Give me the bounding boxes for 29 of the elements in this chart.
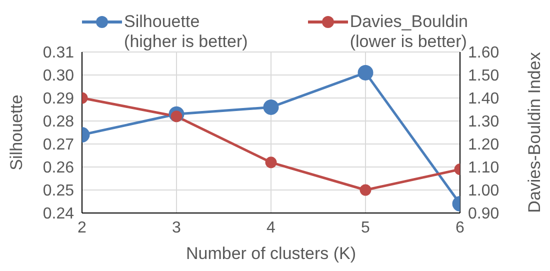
y-tick-label: 0.25 <box>42 182 74 200</box>
y-tick-label: 0.27 <box>42 136 74 154</box>
y-tick-label: 0.24 <box>42 206 74 223</box>
y2-axis-title: Davies-Bouldin Index <box>525 52 544 213</box>
x-tick-label: 2 <box>78 219 87 236</box>
point <box>263 99 279 115</box>
x-tick-label: 5 <box>361 219 370 236</box>
y2-tick-label: 1.40 <box>468 90 500 108</box>
y2-tick-label: 1.10 <box>468 160 500 177</box>
y2-tick-label: 1.50 <box>468 68 500 85</box>
legend-label: Silhouette (higher is better) <box>124 12 248 52</box>
x-axis-title: Number of clusters (K) <box>186 244 356 263</box>
y2-tick-label: 1.20 <box>468 136 500 154</box>
y2-tick-label: 1.00 <box>468 182 500 200</box>
y-tick-label: 0.26 <box>42 160 74 177</box>
y-tick-label: 0.28 <box>42 114 74 131</box>
y2-tick-label: 0.90 <box>468 206 500 223</box>
y2-tick-label: 1.60 <box>468 44 500 62</box>
x-tick-label: 6 <box>456 219 465 236</box>
y-tick-label: 0.29 <box>42 90 74 108</box>
point <box>360 184 372 196</box>
y-axis-title: Silhouette <box>7 94 26 170</box>
legend-label: Davies_Bouldin (lower is better) <box>350 12 468 52</box>
y2-tick-label: 1.30 <box>468 114 500 131</box>
x-tick-label: 4 <box>266 219 276 236</box>
y-tick-label: 0.30 <box>42 68 74 85</box>
x-tick-label: 3 <box>172 219 182 236</box>
point <box>265 156 277 168</box>
y-tick-label: 0.31 <box>42 44 74 62</box>
